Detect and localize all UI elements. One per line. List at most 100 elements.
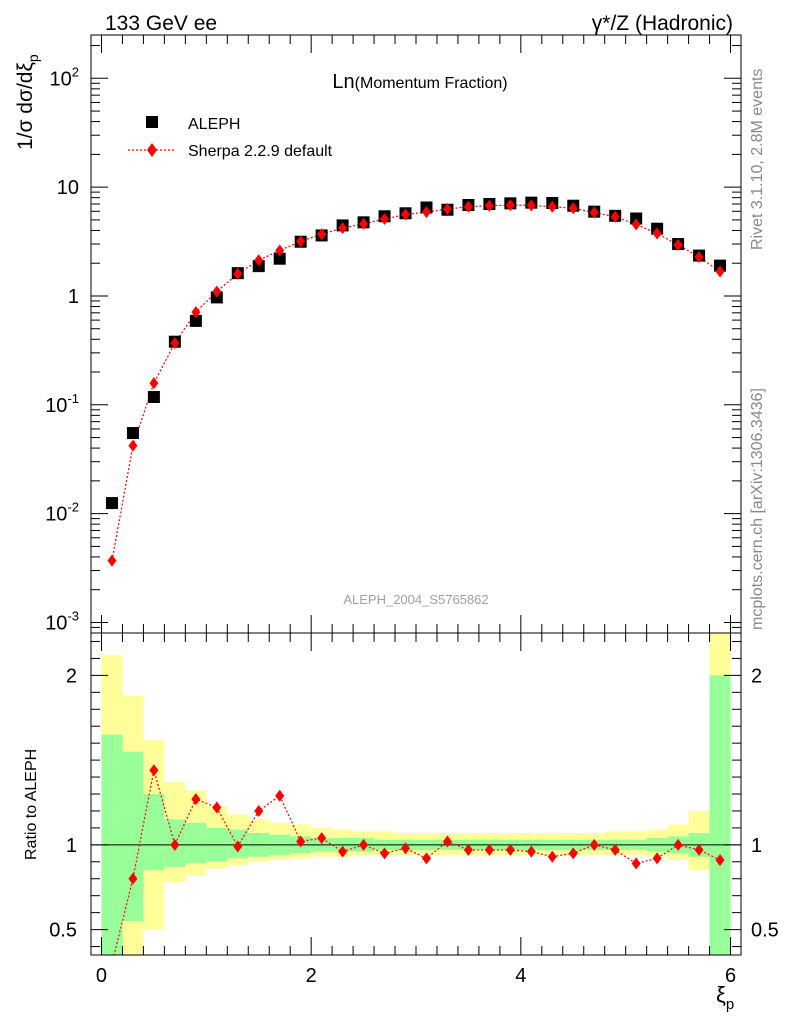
aleph-point (273, 252, 286, 265)
stat-uncertainty-band (185, 822, 207, 864)
x-tick-label: 4 (515, 965, 526, 987)
x-tick-label: 0 (96, 965, 107, 987)
legend-marker-sherpa (147, 143, 157, 157)
sherpa-point (191, 306, 201, 319)
main-y-tick-label: 10-1 (45, 391, 79, 417)
sherpa-point (484, 199, 494, 212)
ratio-sherpa-point (694, 843, 704, 856)
sherpa-point (149, 377, 159, 390)
sherpa-line (111, 204, 721, 561)
ratio-y-tick-label: 2 (66, 665, 77, 687)
legend: ALEPH Sherpa 2.2.9 default (128, 116, 333, 160)
ratio-sherpa-point (421, 852, 431, 865)
ratio-y-axis-label: Ratio to ALEPH (23, 749, 40, 860)
sherpa-point (128, 439, 138, 452)
sherpa-point (463, 200, 473, 213)
analysis-tag: ALEPH_2004_S5765862 (343, 592, 488, 607)
main-y-tick-label: 10-2 (45, 500, 79, 526)
sherpa-point (296, 235, 306, 248)
mcplots-label: mcplots.cern.ch [arXiv:1306.3436] (749, 388, 766, 630)
ratio-sherpa-point (212, 801, 222, 814)
ratio-sherpa-point (296, 835, 306, 848)
main-y-axis-label: 1/σ dσ/dξp (14, 54, 41, 150)
x-axis-label: ξp (716, 982, 734, 1013)
ratio-sherpa-point (568, 847, 578, 860)
ratio-sherpa-point (338, 845, 348, 858)
ratio-sherpa-point (526, 845, 536, 858)
ratio-sherpa-point (547, 850, 557, 863)
ratio-sherpa-point (631, 857, 641, 870)
sherpa-point (715, 265, 725, 278)
sherpa-point (380, 212, 390, 225)
aleph-point (147, 390, 160, 403)
ratio-sherpa-point (275, 789, 285, 802)
sherpa-point (505, 199, 515, 212)
ratio-plot-panel: 0 2 4 6 0.5 0.5 1 1 2 2 Ratio to ALEPH ξp (23, 632, 779, 1013)
legend-label-aleph: ALEPH (188, 116, 240, 133)
aleph-point (189, 314, 202, 327)
ratio-sherpa-point (652, 852, 662, 865)
stat-uncertainty-band (143, 794, 165, 871)
sherpa-point (338, 222, 348, 235)
ratio-y-tick-label-right: 0.5 (751, 920, 779, 942)
sherpa-point (652, 227, 662, 240)
ratio-sherpa-point (317, 832, 327, 845)
main-plot-panel: 10-3 10-2 10-1 1 10 102 Ln(Momentum Fraction)… (14, 34, 742, 634)
ratio-y-tick-label: 0.5 (49, 920, 77, 942)
ratio-sherpa-point (359, 838, 369, 851)
ratio-sherpa-point (149, 764, 159, 777)
stat-uncertainty-band (122, 751, 144, 922)
sherpa-point (421, 206, 431, 219)
sherpa-point (547, 200, 557, 213)
sherpa-point (631, 218, 641, 231)
ratio-y-tick-label: 1 (66, 835, 77, 857)
ratio-sherpa-point (673, 838, 683, 851)
ratio-sherpa-point (380, 847, 390, 860)
ratio-sherpa-point (191, 793, 201, 806)
sherpa-point (568, 202, 578, 215)
ratio-sherpa-point (442, 835, 452, 848)
sherpa-point (275, 244, 285, 257)
ratio-sherpa-point (128, 872, 138, 885)
ratio-y-tick-label-right: 2 (751, 665, 762, 687)
ratio-sherpa-point (233, 840, 243, 853)
sherpa-point (359, 217, 369, 230)
ratio-y-tick-label-right: 1 (751, 835, 762, 857)
sherpa-point (694, 251, 704, 264)
x-tick-label: 6 (725, 965, 736, 987)
sherpa-point (673, 238, 683, 251)
main-y-tick-label: 10 (57, 177, 79, 199)
main-y-tick-label: 102 (50, 64, 79, 90)
sherpa-point (526, 199, 536, 212)
ratio-sherpa-line (113, 770, 721, 955)
sherpa-point (317, 228, 327, 241)
plot-title: Ln(Momentum Fraction) (332, 71, 507, 93)
stat-uncertainty-band (709, 675, 731, 955)
main-y-tick-label: 10-3 (45, 608, 79, 634)
ratio-sherpa-point (401, 842, 411, 855)
sherpa-point (442, 202, 452, 215)
ratio-sherpa-point (505, 843, 515, 856)
header-left-label: 133 GeV ee (105, 12, 217, 35)
ratio-sherpa-point (463, 843, 473, 856)
main-y-tick-label: 1 (68, 286, 79, 308)
header-right-label: γ*/Z (Hadronic) (592, 12, 733, 35)
sherpa-point (212, 285, 222, 298)
sherpa-point (401, 208, 411, 221)
sherpa-point (170, 336, 180, 349)
aleph-point (105, 497, 118, 510)
ratio-sherpa-point (715, 854, 725, 867)
legend-marker-aleph (146, 116, 158, 128)
legend-label-sherpa: Sherpa 2.2.9 default (188, 143, 333, 160)
x-tick-label: 2 (306, 965, 317, 987)
ratio-sherpa-point (254, 804, 264, 817)
rivet-version-label: Rivet 3.1.10, 2.8M events (749, 69, 766, 250)
ratio-sherpa-point (610, 843, 620, 856)
ratio-sherpa-point (484, 843, 494, 856)
ratio-sherpa-point (589, 838, 599, 851)
sherpa-point (589, 206, 599, 219)
sherpa-point (610, 210, 620, 223)
ratio-sherpa-point (170, 838, 180, 851)
sherpa-point (107, 554, 117, 567)
